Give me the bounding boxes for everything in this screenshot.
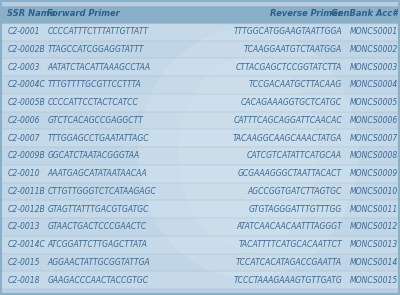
Text: MONCS0001: MONCS0001 (350, 27, 398, 36)
Bar (0, 129, 400, 147)
Text: C2-0015: C2-0015 (7, 258, 40, 267)
Bar (0, 271, 400, 289)
Bar (0, 112, 400, 129)
Bar (0, 183, 400, 200)
Bar (0, 23, 400, 40)
Text: MONCS0009: MONCS0009 (350, 169, 398, 178)
Bar (0, 58, 400, 76)
Bar (0, 94, 400, 112)
Bar (0, 76, 400, 94)
Text: TCCATCACATAGACCGAATTA: TCCATCACATAGACCGAATTA (236, 258, 342, 267)
Text: CCCCATTTCTTTATTGTTATT: CCCCATTTCTTTATTGTTATT (47, 27, 148, 36)
Text: ATATCAACAACAATTTAGGGT: ATATCAACAACAATTTAGGGT (236, 222, 342, 232)
Text: C2-0011B: C2-0011B (7, 187, 45, 196)
Text: C2-0004C: C2-0004C (7, 81, 45, 89)
Text: C2-0013: C2-0013 (7, 222, 40, 232)
Bar (0, 6, 400, 23)
Text: MONCS0002: MONCS0002 (350, 45, 398, 54)
Text: TACATTTTCATGCACAATTCT: TACATTTTCATGCACAATTCT (238, 240, 342, 249)
Text: MONCS0013: MONCS0013 (350, 240, 398, 249)
Text: MONCS0011: MONCS0011 (350, 205, 398, 214)
Text: C2-0018: C2-0018 (7, 276, 40, 285)
Text: TCAAGGAATGTCTAATGGA: TCAAGGAATGTCTAATGGA (244, 45, 342, 54)
Text: TTTGGAGCCTGAATATTAGC: TTTGGAGCCTGAATATTAGC (47, 134, 149, 143)
Text: CATCGTCATATTCATGCAA: CATCGTCATATTCATGCAA (247, 151, 342, 160)
Text: MONCS0003: MONCS0003 (350, 63, 398, 72)
Text: GTGTAGGGATTTGTTTGG: GTGTAGGGATTTGTTTGG (249, 205, 342, 214)
Bar (0, 40, 400, 58)
Text: C2-0003: C2-0003 (7, 63, 40, 72)
Bar (0, 218, 400, 236)
Text: SSR Name: SSR Name (7, 9, 55, 19)
Text: C2-0005B: C2-0005B (7, 98, 45, 107)
Text: C2-0006: C2-0006 (7, 116, 40, 125)
Text: GTAACTGACTCCCGAACTC: GTAACTGACTCCCGAACTC (47, 222, 146, 232)
Text: GAAGACCCAACTACCGTGC: GAAGACCCAACTACCGTGC (47, 276, 148, 285)
Text: GenBank Acc#: GenBank Acc# (331, 9, 398, 19)
Text: MONCS0015: MONCS0015 (350, 276, 398, 285)
Bar (0, 254, 400, 271)
Text: MONCS0010: MONCS0010 (350, 187, 398, 196)
Text: GCGAAAGGGCTAATTACACT: GCGAAAGGGCTAATTACACT (238, 169, 342, 178)
Text: MONCS0005: MONCS0005 (350, 98, 398, 107)
Ellipse shape (178, 58, 318, 249)
Text: TCCCTAAAGAAAGTGTTGATG: TCCCTAAAGAAAGTGTTGATG (233, 276, 342, 285)
Text: MONCS0012: MONCS0012 (350, 222, 398, 232)
Text: Reverse Primer: Reverse Primer (270, 9, 342, 19)
Text: AGCCGGTGATCTTAGTGC: AGCCGGTGATCTTAGTGC (248, 187, 342, 196)
Ellipse shape (138, 28, 358, 279)
Text: TTTGGCATGGAAGTAATTGGA: TTTGGCATGGAAGTAATTGGA (233, 27, 342, 36)
Text: AATATCTACATTAAAGCCTAA: AATATCTACATTAAAGCCTAA (47, 63, 150, 72)
Text: MONCS0004: MONCS0004 (350, 81, 398, 89)
Text: C2-0009B: C2-0009B (7, 151, 45, 160)
Text: MONCS0008: MONCS0008 (350, 151, 398, 160)
Text: C2-0012B: C2-0012B (7, 205, 45, 214)
Text: CCCCATTCCTACTCATCC: CCCCATTCCTACTCATCC (47, 98, 138, 107)
Bar (0, 147, 400, 165)
Text: MONCS0007: MONCS0007 (350, 134, 398, 143)
Text: ATCGGATTCTTGAGCTTATA: ATCGGATTCTTGAGCTTATA (47, 240, 147, 249)
Text: TTTGTTTTGCGTTCCTTTA: TTTGTTTTGCGTTCCTTTA (47, 81, 141, 89)
Text: CTTGTTGGGTCTCATAAGAGC: CTTGTTGGGTCTCATAAGAGC (47, 187, 156, 196)
Text: TCCGACAATGCTTACAAG: TCCGACAATGCTTACAAG (249, 81, 342, 89)
Text: C2-0001: C2-0001 (7, 27, 40, 36)
Text: C2-0014C: C2-0014C (7, 240, 45, 249)
Text: Forward Primer: Forward Primer (47, 9, 120, 19)
Bar (0, 165, 400, 183)
Text: CATTTCAGCAGGATTCAACAC: CATTTCAGCAGGATTCAACAC (233, 116, 342, 125)
Text: CTTACGAGCTCCGGTATCTTA: CTTACGAGCTCCGGTATCTTA (236, 63, 342, 72)
Text: AAATGAGCATATAATAACAA: AAATGAGCATATAATAACAA (47, 169, 147, 178)
Text: TTAGCCATCGGAGGTATTT: TTAGCCATCGGAGGTATTT (47, 45, 144, 54)
Text: C2-0010: C2-0010 (7, 169, 40, 178)
Text: TACAAGGCAAGCAAACTATGA: TACAAGGCAAGCAAACTATGA (233, 134, 342, 143)
Text: AGGAACTATTGCGGTATTGA: AGGAACTATTGCGGTATTGA (47, 258, 150, 267)
Text: GTCTCACAGCCGAGGCTT: GTCTCACAGCCGAGGCTT (47, 116, 143, 125)
Text: C2-0007: C2-0007 (7, 134, 40, 143)
Text: C2-0002B: C2-0002B (7, 45, 45, 54)
Text: CACAGAAAGGTGCTCATGC: CACAGAAAGGTGCTCATGC (241, 98, 342, 107)
Text: MONCS0006: MONCS0006 (350, 116, 398, 125)
Text: GTAGTTATTTGACGTGATGC: GTAGTTATTTGACGTGATGC (47, 205, 149, 214)
Text: MONCS0014: MONCS0014 (350, 258, 398, 267)
Bar (0, 200, 400, 218)
Text: GGCATCTAATACGGGTAA: GGCATCTAATACGGGTAA (47, 151, 140, 160)
Bar (0, 236, 400, 254)
